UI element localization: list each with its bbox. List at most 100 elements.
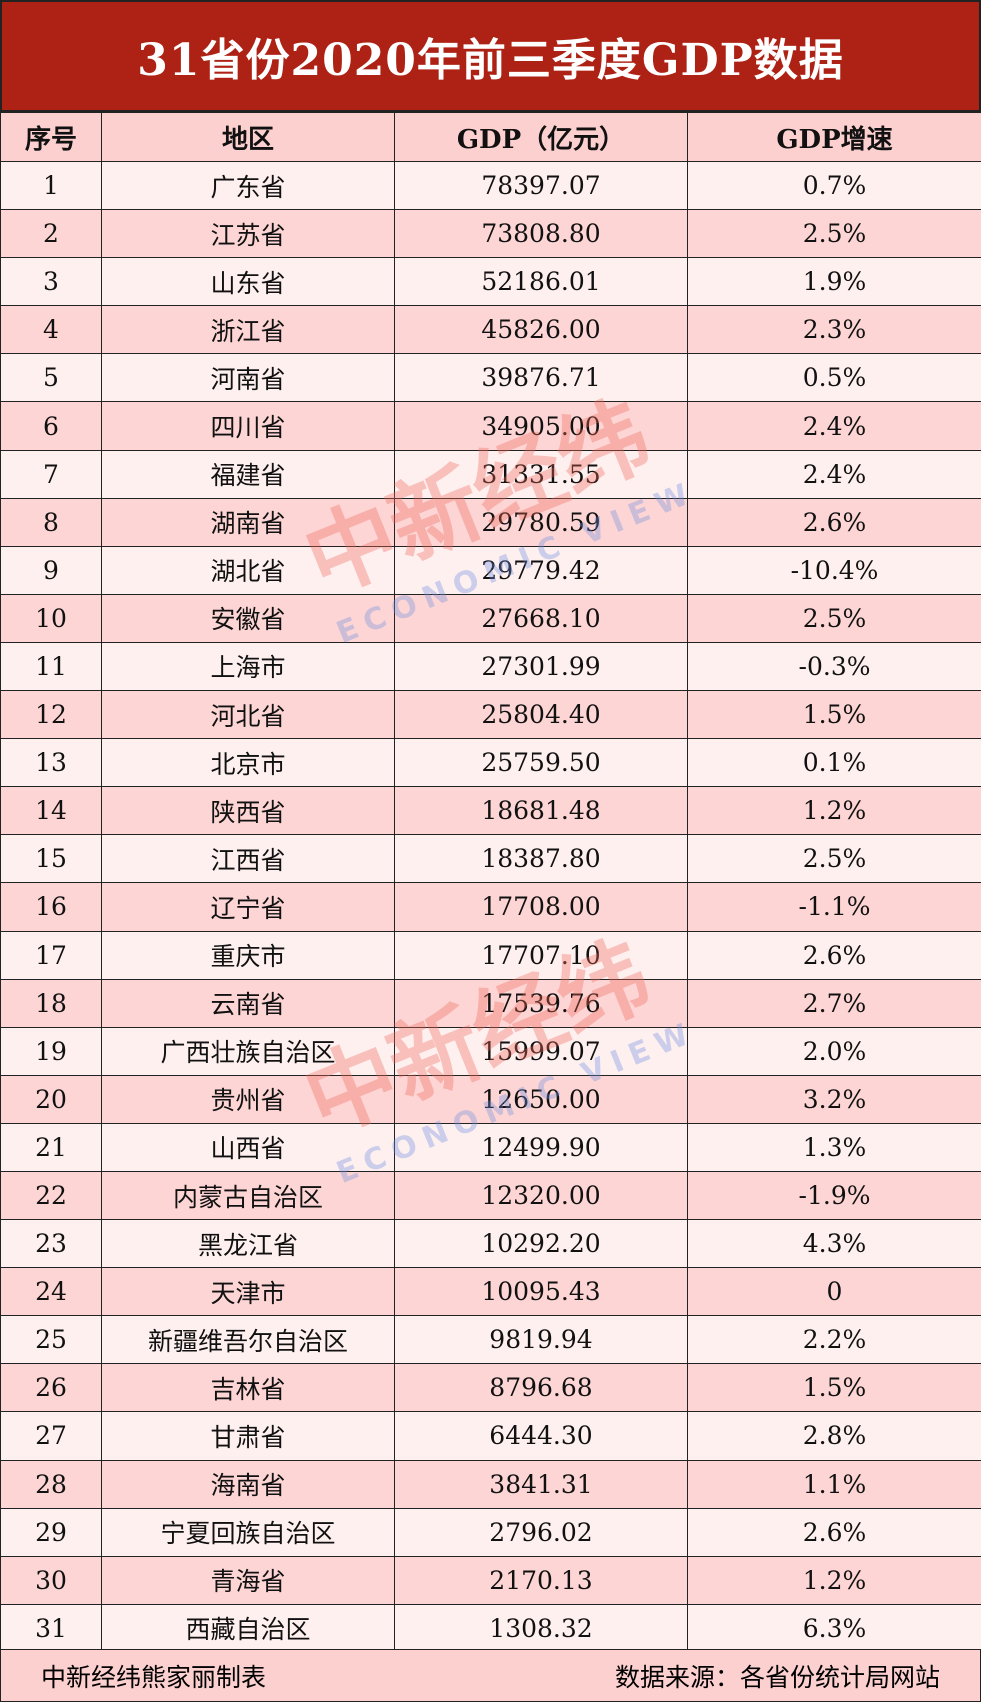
footer-source: 数据来源：各省份统计局网站 (614, 1662, 940, 1692)
cell-index: 25 (0, 1315, 102, 1365)
table-row: 6 四川省 34905.00 2.4% (0, 401, 981, 451)
cell-index: 19 (0, 1026, 102, 1076)
cell-growth: 2.6% (687, 930, 981, 980)
cell-gdp: 10095.43 (394, 1267, 688, 1317)
cell-index: 17 (0, 930, 102, 980)
cell-region: 安徽省 (101, 593, 395, 643)
cell-growth: 6.3% (687, 1603, 981, 1653)
table-row: 23 黑龙江省 10292.20 4.3% (0, 1219, 981, 1269)
table-row: 15 江西省 18387.80 2.5% (0, 834, 981, 884)
cell-growth: 2.7% (687, 978, 981, 1028)
cell-gdp: 17707.10 (394, 930, 688, 980)
cell-growth: 1.2% (687, 786, 981, 836)
cell-region: 云南省 (101, 978, 395, 1028)
cell-growth: 2.6% (687, 1507, 981, 1557)
cell-index: 27 (0, 1411, 102, 1461)
cell-growth: -1.9% (687, 1170, 981, 1221)
cell-gdp: 29779.42 (394, 545, 688, 595)
cell-growth: 2.4% (687, 401, 981, 451)
cell-growth: 2.3% (687, 305, 981, 355)
cell-growth: 4.3% (687, 1219, 981, 1269)
cell-region: 宁夏回族自治区 (101, 1507, 395, 1557)
cell-index: 29 (0, 1507, 102, 1557)
gdp-table: 序号 地区 GDP（亿元） GDP增速 1 广东省 78397.07 0.7% 2 江苏省… (0, 112, 981, 1653)
table-row: 1 广东省 78397.07 0.7% (0, 160, 981, 211)
table-row: 17 重庆市 17707.10 2.6% (0, 930, 981, 980)
cell-index: 15 (0, 834, 102, 884)
cell-growth: 2.4% (687, 449, 981, 499)
cell-index: 23 (0, 1219, 102, 1269)
cell-index: 4 (0, 305, 102, 355)
cell-growth: 0.5% (687, 353, 981, 403)
cell-region: 福建省 (101, 449, 395, 499)
cell-index: 31 (0, 1603, 102, 1653)
cell-gdp: 27301.99 (394, 641, 688, 692)
cell-region: 湖北省 (101, 545, 395, 595)
footer: 中新经纬熊家丽制表 数据来源：各省份统计局网站 (0, 1649, 981, 1702)
table-row: 7 福建省 31331.55 2.4% (0, 449, 981, 499)
table-row: 26 吉林省 8796.68 1.5% (0, 1363, 981, 1413)
table-row: 12 河北省 25804.40 1.5% (0, 690, 981, 740)
cell-index: 22 (0, 1170, 102, 1221)
table-row: 16 辽宁省 17708.00 -1.1% (0, 882, 981, 932)
cell-region: 黑龙江省 (101, 1219, 395, 1269)
cell-gdp: 10292.20 (394, 1219, 688, 1269)
cell-index: 12 (0, 690, 102, 740)
cell-growth: 2.5% (687, 593, 981, 643)
cell-region: 四川省 (101, 401, 395, 451)
cell-gdp: 18387.80 (394, 834, 688, 884)
cell-index: 1 (0, 160, 102, 211)
table-row: 9 湖北省 29779.42 -10.4% (0, 545, 981, 595)
page-title: 31省份2020年前三季度GDP数据 (0, 0, 981, 112)
cell-region: 新疆维吾尔自治区 (101, 1315, 395, 1365)
cell-region: 陕西省 (101, 786, 395, 836)
cell-index: 8 (0, 497, 102, 547)
cell-region: 湖南省 (101, 497, 395, 547)
cell-region: 上海市 (101, 641, 395, 692)
table-row: 2 江苏省 73808.80 2.5% (0, 209, 981, 259)
cell-region: 广西壮族自治区 (101, 1026, 395, 1076)
cell-growth: 1.3% (687, 1122, 981, 1172)
cell-index: 6 (0, 401, 102, 451)
table-row: 20 贵州省 12650.00 3.2% (0, 1074, 981, 1124)
cell-growth: 1.2% (687, 1555, 981, 1605)
cell-growth: 1.9% (687, 257, 981, 307)
cell-region: 江西省 (101, 834, 395, 884)
cell-growth: 3.2% (687, 1074, 981, 1124)
table-row: 19 广西壮族自治区 15999.07 2.0% (0, 1026, 981, 1076)
cell-index: 24 (0, 1267, 102, 1317)
table-row: 27 甘肃省 6444.30 2.8% (0, 1411, 981, 1461)
cell-region: 江苏省 (101, 209, 395, 259)
table-row: 21 山西省 12499.90 1.3% (0, 1122, 981, 1172)
table-row: 31 西藏自治区 1308.32 6.3% (0, 1603, 981, 1653)
cell-gdp: 2170.13 (394, 1555, 688, 1605)
cell-gdp: 34905.00 (394, 401, 688, 451)
cell-gdp: 2796.02 (394, 1507, 688, 1557)
cell-index: 16 (0, 882, 102, 932)
cell-region: 西藏自治区 (101, 1603, 395, 1653)
header-growth: GDP增速 (687, 112, 981, 162)
cell-index: 21 (0, 1122, 102, 1172)
cell-growth: -0.3% (687, 641, 981, 692)
cell-region: 山西省 (101, 1122, 395, 1172)
cell-gdp: 9819.94 (394, 1315, 688, 1365)
cell-index: 5 (0, 353, 102, 403)
cell-region: 北京市 (101, 738, 395, 788)
cell-growth: 0.7% (687, 160, 981, 211)
cell-growth: 0 (687, 1267, 981, 1317)
cell-growth: 2.5% (687, 834, 981, 884)
table-row: 28 海南省 3841.31 1.1% (0, 1459, 981, 1509)
table-row: 29 宁夏回族自治区 2796.02 2.6% (0, 1507, 981, 1557)
header-index: 序号 (0, 112, 102, 162)
table-row: 18 云南省 17539.76 2.7% (0, 978, 981, 1028)
cell-region: 海南省 (101, 1459, 395, 1509)
header-gdp: GDP（亿元） (394, 112, 688, 162)
table-row: 25 新疆维吾尔自治区 9819.94 2.2% (0, 1315, 981, 1365)
cell-index: 3 (0, 257, 102, 307)
cell-gdp: 31331.55 (394, 449, 688, 499)
footer-author: 中新经纬熊家丽制表 (41, 1662, 267, 1692)
cell-growth: -1.1% (687, 882, 981, 932)
cell-growth: 2.8% (687, 1411, 981, 1461)
cell-region: 甘肃省 (101, 1411, 395, 1461)
cell-gdp: 17539.76 (394, 978, 688, 1028)
